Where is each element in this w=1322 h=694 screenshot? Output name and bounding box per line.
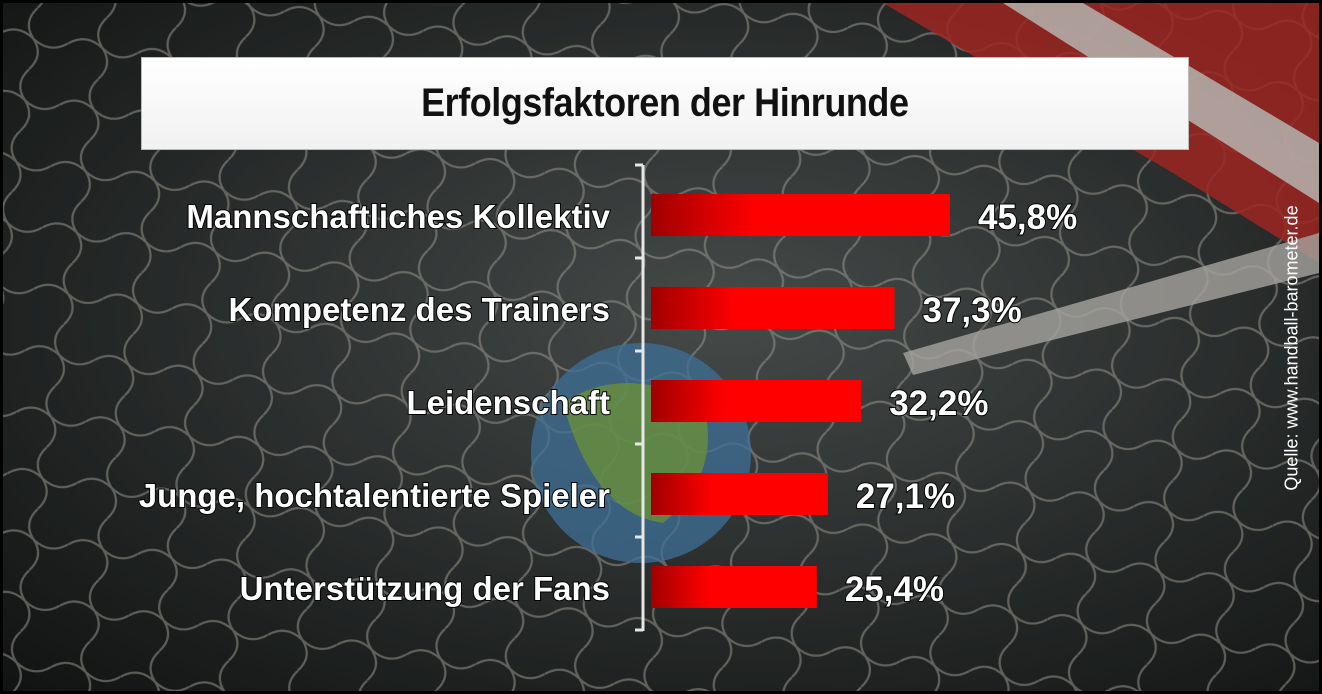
category-label: Leidenschaft — [406, 384, 610, 421]
value-label: 27,1% — [856, 477, 955, 516]
title-box: Erfolgsfaktoren der Hinrunde — [141, 57, 1189, 150]
source-label: Quelle: www.handball-barometer.de — [1281, 205, 1302, 491]
value-label: 32,2% — [889, 384, 988, 423]
bar — [651, 194, 950, 236]
value-label: 37,3% — [923, 291, 1022, 330]
category-label: Junge, hochtalentierte Spieler — [139, 477, 610, 514]
bar — [651, 380, 862, 422]
chart-title: Erfolgsfaktoren der Hinrunde — [421, 81, 909, 125]
bar — [651, 473, 828, 515]
category-label: Mannschaftliches Kollektiv — [186, 198, 610, 235]
category-label: Kompetenz des Trainers — [229, 291, 610, 328]
value-label: 25,4% — [845, 570, 944, 609]
bar — [651, 566, 817, 608]
bar — [651, 287, 895, 329]
value-label: 45,8% — [978, 198, 1077, 237]
bar-chart: Mannschaftliches Kollektiv 45,8% Kompetenz… — [138, 163, 1078, 632]
category-label: Unterstützung der Fans — [240, 570, 610, 607]
